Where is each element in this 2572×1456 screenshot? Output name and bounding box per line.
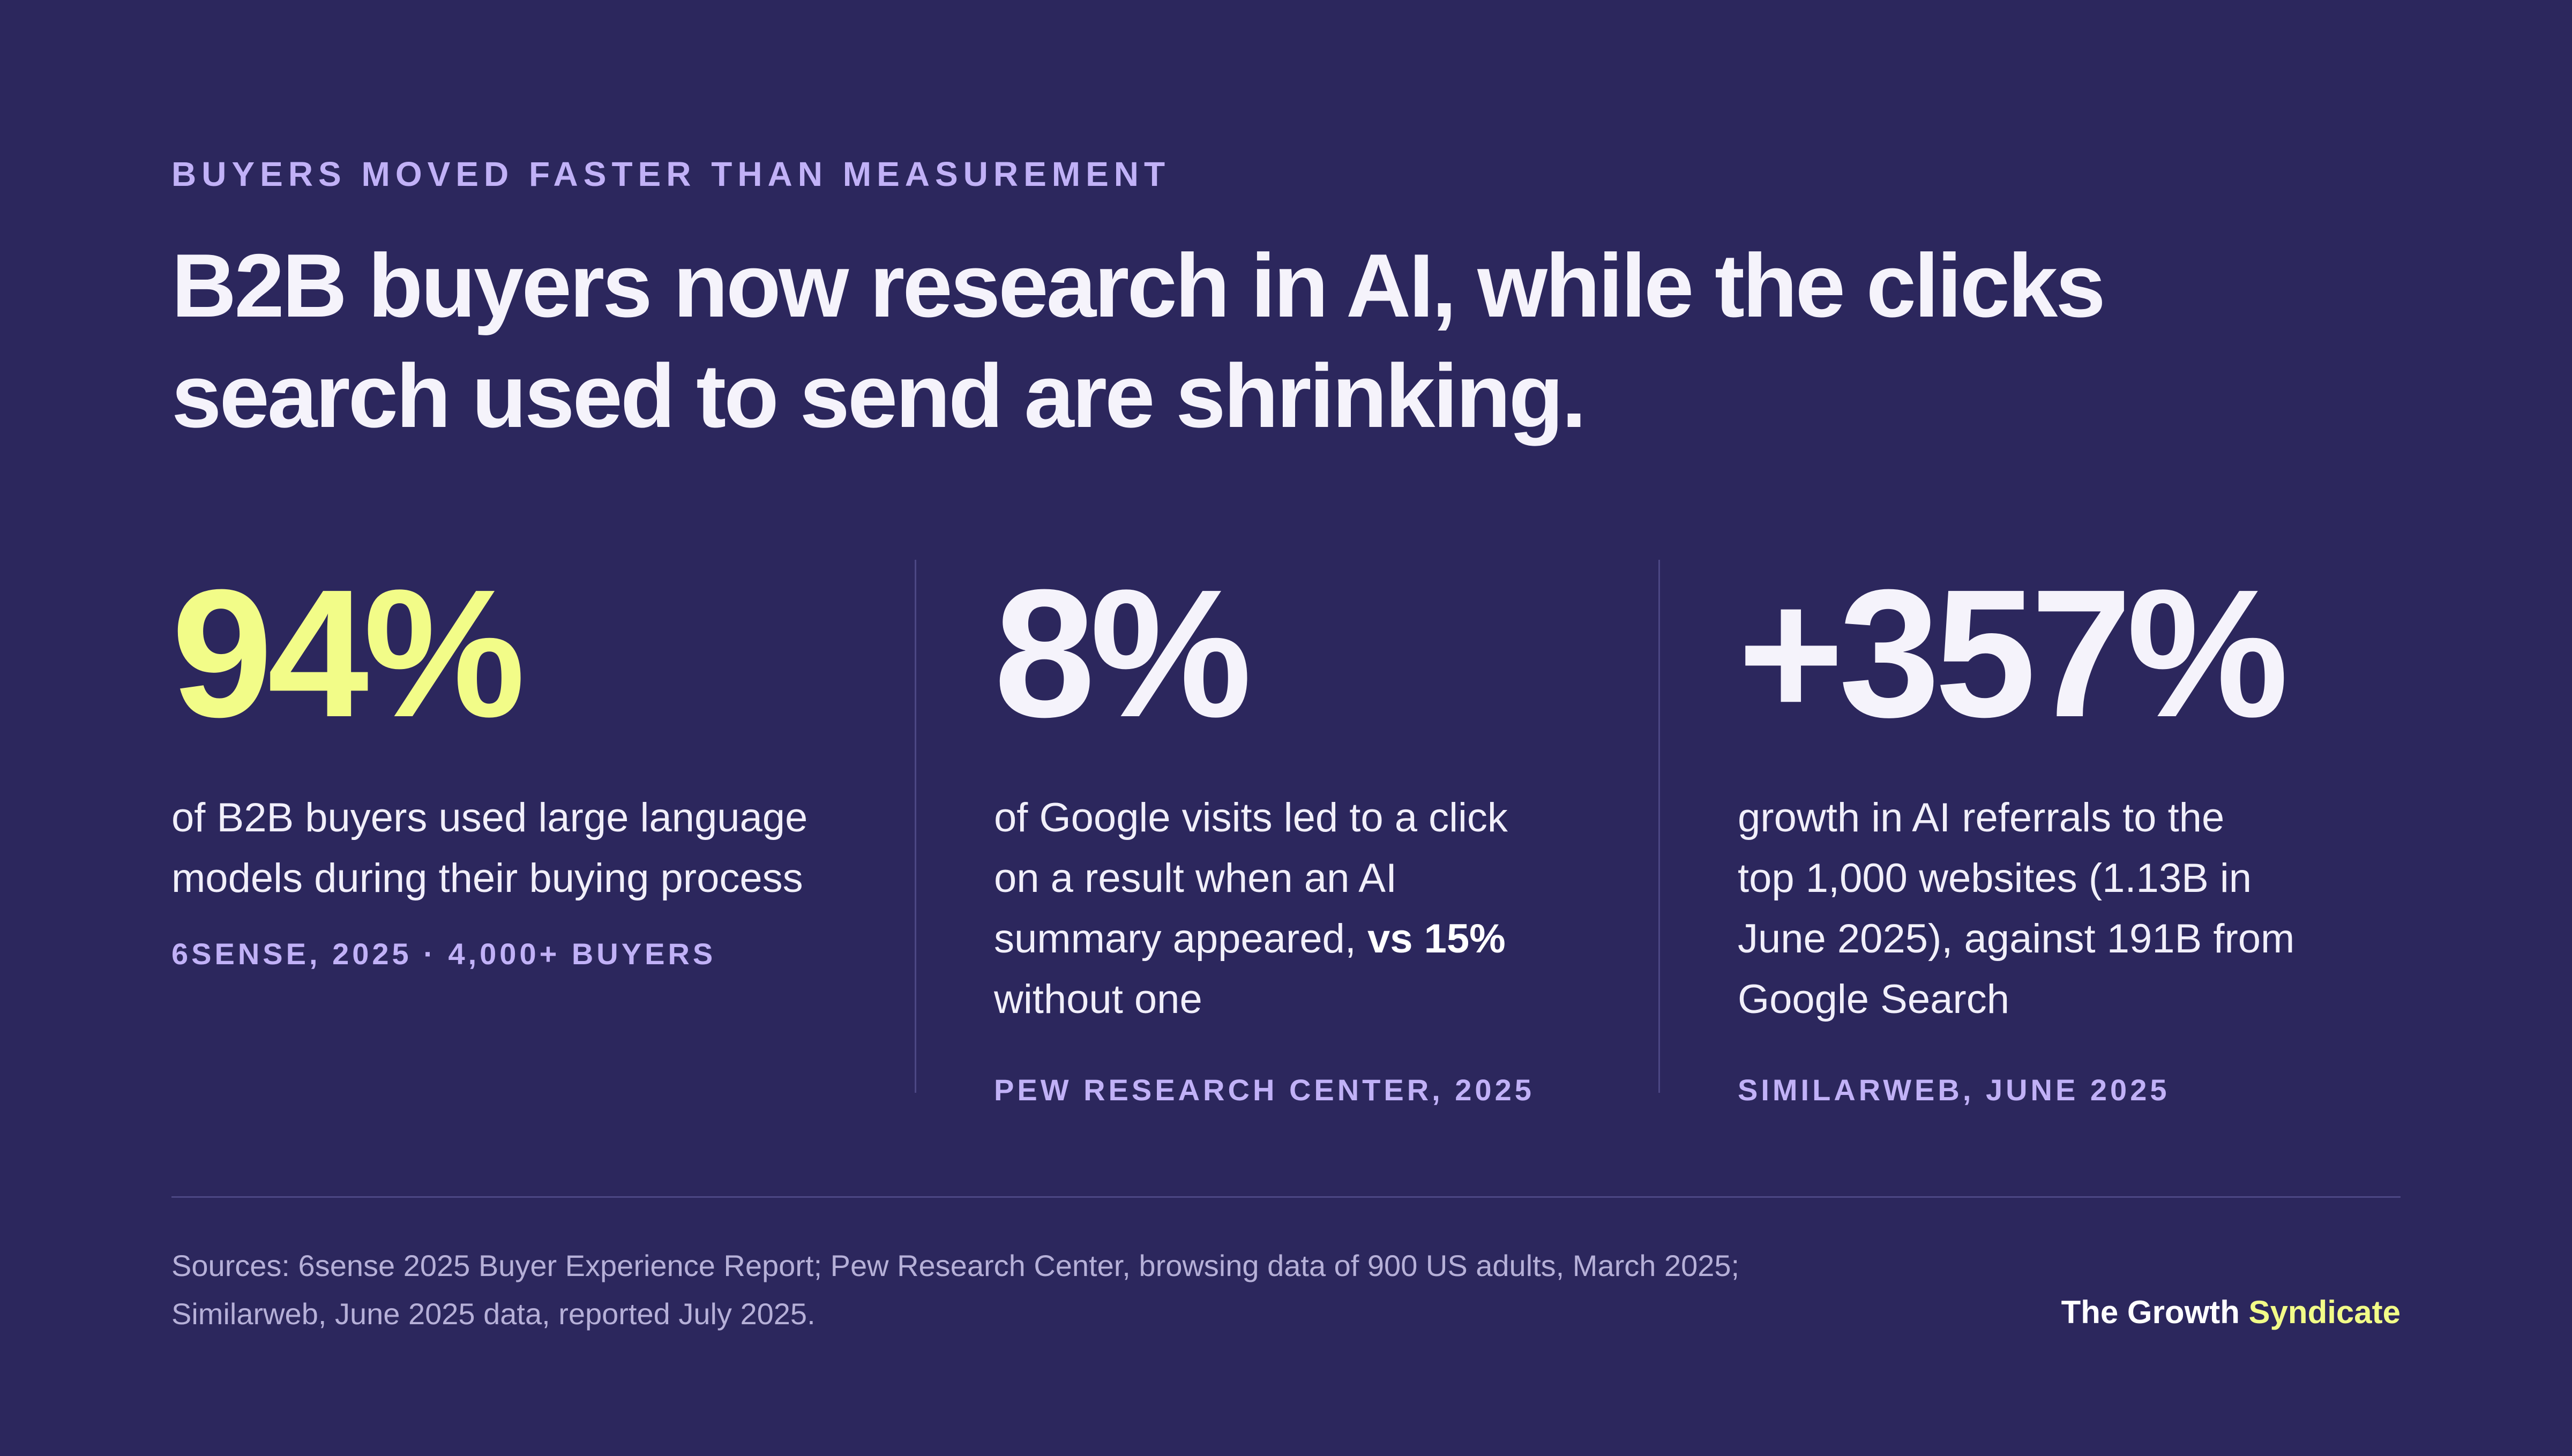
brand-name-part: The Growth bbox=[2061, 1294, 2240, 1330]
stat-description-line: models during their buying process bbox=[171, 855, 803, 901]
stat-value: +357% bbox=[1738, 552, 2289, 755]
stat-description-line: June 2025), against 191B from bbox=[1738, 916, 2295, 962]
eyebrow-label: BUYERS MOVED FASTER THAN MEASUREMENT bbox=[171, 155, 1171, 193]
sources-note: Sources: 6sense 2025 Buyer Experience Re… bbox=[171, 1242, 1993, 1338]
brand-logo: The Growth Syndicate bbox=[2061, 1294, 2401, 1331]
stat-value: 8% bbox=[994, 552, 1252, 755]
headline-line-1: B2B buyers now research in AI, while the… bbox=[171, 235, 2106, 336]
stat-description-emphasis: vs 15% bbox=[1367, 916, 1506, 962]
stat-source: 6SENSE, 2025 · 4,000+ BUYERS bbox=[171, 937, 716, 971]
headline: B2B buyers now research in AI, while the… bbox=[171, 230, 2261, 451]
sources-line: Sources: 6sense 2025 Buyer Experience Re… bbox=[171, 1249, 1740, 1282]
stat-description: of Google visits led to a click on a res… bbox=[994, 787, 1535, 1030]
footer-divider bbox=[171, 1196, 2401, 1198]
stat-description-line: without one bbox=[994, 977, 1202, 1022]
stat-description-line: summary appeared, bbox=[994, 916, 1367, 962]
stat-description-line: on a result when an AI bbox=[994, 855, 1397, 901]
stat-description-line: of B2B buyers used large language bbox=[171, 795, 808, 840]
sources-line: Similarweb, June 2025 data, reported Jul… bbox=[171, 1297, 816, 1331]
stat-description-line: Google Search bbox=[1738, 977, 2009, 1022]
stat-card-ai-referrals: +357% growth in AI referrals to the top … bbox=[1738, 552, 2294, 1107]
stat-value: 94% bbox=[171, 552, 526, 755]
column-divider bbox=[915, 560, 916, 1093]
stat-description-line: growth in AI referrals to the bbox=[1738, 795, 2225, 840]
stat-card-google-clicks: 8% of Google visits led to a click on a … bbox=[994, 552, 1535, 1107]
stat-description-line: of Google visits led to a click bbox=[994, 795, 1508, 840]
headline-line-2: search used to send are shrinking. bbox=[171, 346, 1587, 446]
stat-source: SIMILARWEB, JUNE 2025 bbox=[1738, 1073, 2170, 1107]
brand-name-accent: Syndicate bbox=[2248, 1294, 2401, 1330]
column-divider bbox=[1658, 560, 1660, 1093]
stat-description: of B2B buyers used large language models… bbox=[171, 787, 808, 909]
stat-source: PEW RESEARCH CENTER, 2025 bbox=[994, 1073, 1535, 1107]
stat-card-llm-usage: 94% of B2B buyers used large language mo… bbox=[171, 552, 808, 971]
stat-description-line: top 1,000 websites (1.13B in bbox=[1738, 855, 2252, 901]
stat-description: growth in AI referrals to the top 1,000 … bbox=[1738, 787, 2294, 1030]
